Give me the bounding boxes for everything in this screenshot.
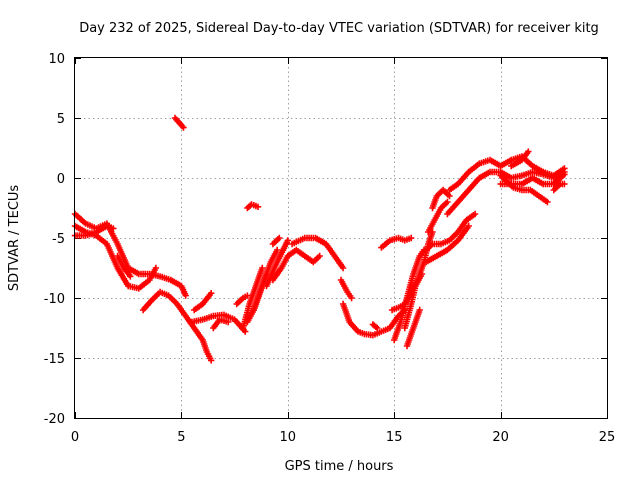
tick-labels: 0 5 10 15 20 25 -20 -15 -10 -5 0 5 10 [44,52,616,445]
data-point-marker [465,222,472,230]
series-track-10 [233,292,251,308]
series-track-27 [422,210,479,254]
data-point-marker [259,264,266,272]
plot-frame [74,57,608,419]
data-point-marker [446,192,453,200]
series-track-5 [139,288,215,364]
series-track-24 [391,246,428,344]
y-tick-label: -10 [44,292,65,307]
data-point-marker [471,210,479,218]
x-tick-label: 5 [177,430,185,445]
data-point-marker [110,225,117,232]
data-point-marker [418,270,426,278]
y-tick-label: -5 [52,232,65,247]
data-point-marker [180,124,187,131]
series-track-17 [269,234,283,248]
series-track-25 [401,270,426,332]
series-track-18 [288,234,347,272]
y-axis-label: SDTVAR / TECUs [7,185,22,292]
data-point-marker [339,264,347,272]
x-tick-label: 25 [599,430,616,445]
series-track-21 [369,321,381,332]
data-point-marker [408,234,415,242]
series-track-15 [263,237,291,290]
series-track-6 [171,114,187,131]
series-track-19 [337,276,355,302]
y-tick-label: -15 [44,352,65,367]
series-track-16 [269,246,323,284]
data-point-marker [416,306,423,314]
series-track-7 [188,311,249,335]
data-point-marker [208,290,215,297]
data-point-marker [152,264,160,272]
series-track-28 [422,222,472,266]
data-point-marker [276,234,283,242]
series-track-11 [244,201,262,212]
x-tick-label: 15 [386,430,403,445]
data-point-marker [225,318,232,326]
y-tick-label: 10 [48,52,65,67]
data-point-marker [208,357,215,364]
y-tick-label: -20 [44,412,65,427]
y-tick-label: 5 [57,112,65,127]
data-point-marker [561,180,568,188]
data-point-marker [316,252,323,260]
data-point-marker [284,237,291,244]
series-track-2 [71,222,160,292]
data-point-marker [182,292,189,299]
data-point-marker [242,328,249,335]
grid-lines [75,58,607,418]
x-tick-label: 0 [71,430,79,445]
series-track-26 [403,306,423,350]
series-track-12 [239,264,266,332]
data-point-marker [561,171,568,178]
chart-title: Day 232 of 2025, Sidereal Day-to-day VTE… [79,21,599,36]
data-point-marker [374,324,381,332]
x-tick-label: 10 [280,430,297,445]
data-point-marker [525,148,532,155]
data-point-marker [127,273,134,280]
series-track-8 [191,290,215,314]
data-point-marker [544,198,551,206]
series-track-36 [550,180,568,194]
data-point-marker [274,246,281,254]
x-axis-label: GPS time / hours [285,459,394,474]
data-point-marker [561,165,568,172]
data-markers [71,114,568,364]
data-point-marker [348,294,355,302]
series-track-34 [497,172,551,206]
series-track-4 [114,252,134,280]
series-track-9 [210,316,232,332]
data-point-marker [254,203,262,210]
series-track-29 [425,198,451,236]
data-point-marker [444,198,451,206]
x-tick-label: 20 [492,430,509,445]
series-track-22 [378,234,415,251]
series-track-30 [429,186,453,212]
series-track-35 [508,148,532,170]
series-track-3 [71,222,117,239]
y-tick-label: 0 [57,172,65,187]
